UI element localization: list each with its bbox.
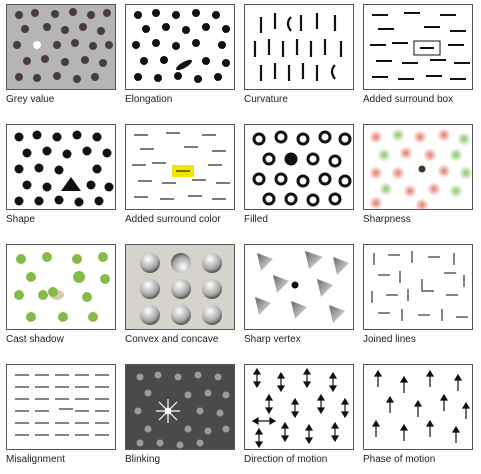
elongation-figure [125, 4, 235, 90]
caption-elongation: Elongation [125, 94, 173, 105]
panel-misalignment: Misalignment [6, 364, 116, 474]
sharpness-figure [363, 124, 473, 210]
panel-joined-lines: Joined lines [363, 244, 473, 354]
caption-sharpness: Sharpness [363, 214, 411, 225]
caption-joined-lines: Joined lines [363, 334, 416, 345]
panel-added-surround-box: Added surround box [363, 4, 473, 114]
panel-convex-and-concave: Convex and concave [125, 244, 235, 354]
joined-lines-figure [363, 244, 473, 330]
panel-shape: Shape [6, 124, 116, 234]
panel-elongation: Elongation [125, 4, 235, 114]
caption-sharp-vertex: Sharp vertex [244, 334, 301, 345]
phase-of-motion-figure [363, 364, 473, 450]
panel-phase-of-motion: Phase of motion [363, 364, 473, 474]
panel-blinking: Blinking [125, 364, 235, 474]
caption-grey-value: Grey value [6, 94, 55, 105]
convex-and-concave-figure [125, 244, 235, 330]
caption-added-surround-color: Added surround color [125, 214, 221, 225]
caption-added-surround-box: Added surround box [363, 94, 454, 105]
caption-phase-of-motion: Phase of motion [363, 454, 436, 465]
panel-curvature: Curvature [244, 4, 354, 114]
panel-added-surround-color: Added surround color [125, 124, 235, 234]
blinking-figure [125, 364, 235, 450]
filled-figure [244, 124, 354, 210]
caption-misalignment: Misalignment [6, 454, 65, 465]
direction-of-motion-figure [244, 364, 354, 450]
caption-curvature: Curvature [244, 94, 288, 105]
caption-shape: Shape [6, 214, 35, 225]
caption-filled: Filled [244, 214, 268, 225]
caption-convex-and-concave: Convex and concave [125, 334, 219, 345]
caption-direction-of-motion: Direction of motion [244, 454, 328, 465]
panel-direction-of-motion: Direction of motion [244, 364, 354, 474]
panel-sharp-vertex: Sharp vertex [244, 244, 354, 354]
added-surround-box-figure [363, 4, 473, 90]
caption-cast-shadow: Cast shadow [6, 334, 64, 345]
caption-blinking: Blinking [125, 454, 161, 465]
grey-value-figure [6, 4, 116, 90]
panel-sharpness: Sharpness [363, 124, 473, 234]
curvature-figure [244, 4, 354, 90]
misalignment-figure [6, 364, 116, 450]
cast-shadow-figure [6, 244, 116, 330]
added-surround-color-figure [125, 124, 235, 210]
panel-filled: Filled [244, 124, 354, 234]
panel-cast-shadow: Cast shadow [6, 244, 116, 354]
panel-grey-value: Grey value [6, 4, 116, 114]
sharp-vertex-figure [244, 244, 354, 330]
shape-figure [6, 124, 116, 210]
